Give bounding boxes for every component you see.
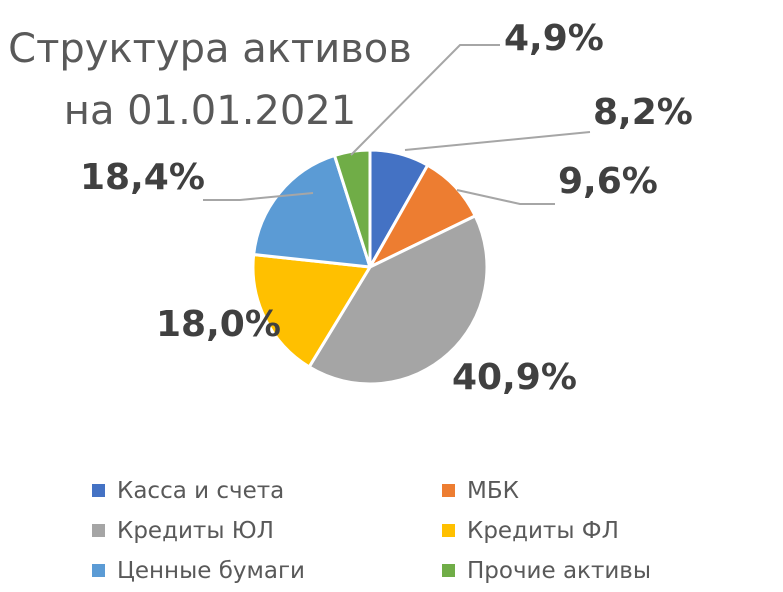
data-label: 18,0% [156,304,281,345]
legend-item-other: Прочие активы [442,554,732,587]
pie-slice [333,148,372,269]
legend-label: МБК [467,477,519,504]
legend-swatch [442,564,455,577]
pie-slice [252,154,372,269]
legend-item-securities: Ценные бумаги [92,554,442,587]
leader-line [350,44,500,156]
legend-label: Ценные бумаги [117,557,305,584]
legend-swatch [442,524,455,537]
leader-line [456,189,555,205]
pie-slice [251,253,372,369]
data-label: 40,9% [452,357,577,398]
pie-slice [307,214,489,386]
legend-item-mbk: МБК [442,474,732,507]
legend-swatch [442,484,455,497]
legend-label: Прочие активы [467,557,652,584]
legend-swatch [92,524,105,537]
legend-swatch [92,564,105,577]
data-label: 8,2% [593,92,693,133]
legend-item-kredity-yul: Кредиты ЮЛ [92,514,442,547]
legend-item-kredity-fl: Кредиты ФЛ [442,514,732,547]
data-label: 9,6% [558,161,658,202]
legend-item-kassa: Касса и счета [92,474,442,507]
legend-label: Касса и счета [117,477,285,504]
chart-title-line-2: на 01.01.2021 [63,88,357,134]
legend-label: Кредиты ЮЛ [117,517,274,544]
leader-line [404,131,591,151]
data-label: 18,4% [80,157,205,198]
legend: Касса и счета МБК Кредиты ЮЛ Кредиты ФЛ … [92,474,732,587]
data-label: 4,9% [504,18,604,59]
legend-label: Кредиты ФЛ [467,517,619,544]
legend-swatch [92,484,105,497]
chart-title-line-1: Структура активов [8,26,412,72]
leader-line [203,192,314,201]
